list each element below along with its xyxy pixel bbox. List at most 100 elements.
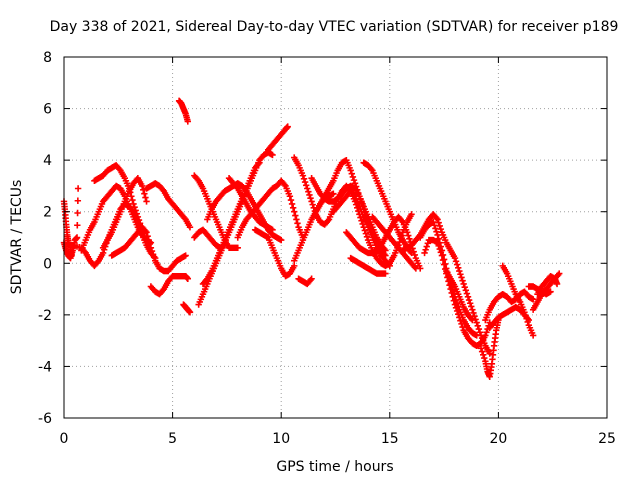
- data-point: [529, 332, 537, 339]
- data-point-trail: [233, 184, 240, 191]
- data-point: [134, 213, 142, 221]
- data-point-trail: [132, 207, 139, 214]
- data-point-trail: [116, 165, 123, 173]
- data-point-trail: [349, 173, 357, 181]
- data-point-trail: [358, 217, 365, 224]
- data-point-trail: [129, 196, 136, 204]
- x-tick-label: 10: [272, 431, 290, 447]
- y-tick-label: -2: [38, 308, 52, 324]
- data-point: [486, 350, 493, 357]
- data-point-trail: [294, 220, 301, 227]
- data-point-trail: [423, 243, 430, 250]
- data-point-trail: [203, 276, 210, 284]
- data-point-trail: [149, 251, 157, 258]
- data-point-trail: [281, 181, 288, 188]
- series-s25: [308, 174, 389, 254]
- data-point-trail: [459, 323, 466, 331]
- y-tick-label: 6: [43, 102, 52, 118]
- data-point-trail: [406, 235, 413, 242]
- data-point-trail: [289, 204, 297, 212]
- data-point: [408, 211, 415, 218]
- data-point-trail: [292, 212, 299, 219]
- data-point-trail: [398, 217, 405, 224]
- y-tick-label: 2: [43, 205, 52, 221]
- data-point-trail: [293, 216, 300, 223]
- data-point: [456, 267, 463, 275]
- data-point: [308, 198, 315, 205]
- data-point-trail: [441, 260, 449, 268]
- data-point-trail: [309, 201, 316, 208]
- data-point-trail: [288, 200, 296, 208]
- data-point-trail: [350, 176, 358, 184]
- series-s13: [191, 172, 241, 252]
- series-s28: [343, 213, 424, 272]
- data-point-trail: [440, 256, 448, 263]
- data-point: [382, 247, 389, 254]
- data-point-trail: [453, 300, 461, 307]
- data-point-trail: [459, 277, 466, 284]
- data-point: [269, 226, 276, 233]
- series-s9: [147, 272, 192, 298]
- data-point: [138, 182, 146, 190]
- data-point: [521, 309, 528, 316]
- data-point-trail: [74, 197, 82, 204]
- y-axis-label: SDTVAR / TECUs: [9, 180, 25, 295]
- data-point-trail: [145, 236, 152, 244]
- data-point: [482, 332, 489, 339]
- series-s38: [499, 262, 537, 339]
- plot-frame: [63, 56, 608, 419]
- data-point: [256, 159, 263, 166]
- data-point-trail: [368, 165, 375, 173]
- data-point-trail: [242, 186, 249, 193]
- data-point-trail: [463, 290, 471, 297]
- data-point-trail: [287, 196, 295, 204]
- data-point: [73, 234, 81, 241]
- data-point-trail: [435, 235, 442, 242]
- data-point-trail: [142, 227, 149, 235]
- y-tick-label: -4: [38, 359, 52, 375]
- x-tick-label: 25: [598, 431, 616, 447]
- data-point: [330, 190, 337, 197]
- data-point-trail: [135, 216, 143, 224]
- data-point-trail: [455, 264, 462, 271]
- data-point: [386, 262, 393, 270]
- data-point-trail: [522, 312, 529, 319]
- data-point: [286, 193, 294, 200]
- data-point-trail: [462, 287, 470, 294]
- series-s2: [60, 185, 82, 262]
- data-point-trail: [476, 329, 484, 336]
- data-point: [403, 229, 411, 236]
- data-point-trail: [411, 263, 418, 271]
- data-point: [464, 293, 472, 301]
- data-point: [269, 151, 276, 159]
- data-point-trail: [411, 251, 418, 259]
- data-point: [304, 185, 311, 192]
- data-point-trail: [376, 243, 384, 250]
- series-s10: [175, 97, 192, 125]
- data-point-trail: [306, 191, 313, 199]
- data-point: [184, 118, 192, 125]
- data-point-trail: [478, 348, 486, 355]
- y-tick-label: 8: [43, 50, 52, 66]
- data-point: [412, 265, 420, 272]
- data-point: [408, 249, 415, 257]
- data-point-trail: [475, 325, 483, 333]
- x-tick-label: 20: [489, 431, 507, 447]
- data-point-trail: [407, 248, 414, 255]
- data-point-trail: [159, 186, 167, 193]
- data-point-trail: [302, 182, 310, 189]
- data-points: [60, 97, 563, 380]
- data-point: [477, 345, 485, 352]
- data-point: [291, 208, 298, 215]
- data-point-trail: [350, 191, 358, 199]
- y-axis-ticks: -6 -4 -2 0 2 4 6 8: [38, 50, 607, 427]
- data-point-trail: [437, 225, 445, 233]
- data-point-trail: [432, 225, 439, 232]
- data-point: [186, 223, 194, 231]
- data-point-trail: [465, 296, 473, 304]
- data-point: [74, 185, 82, 192]
- data-point-trail: [348, 170, 355, 177]
- data-point: [143, 198, 150, 205]
- data-point-trail: [381, 245, 388, 253]
- y-tick-label: -6: [38, 411, 52, 427]
